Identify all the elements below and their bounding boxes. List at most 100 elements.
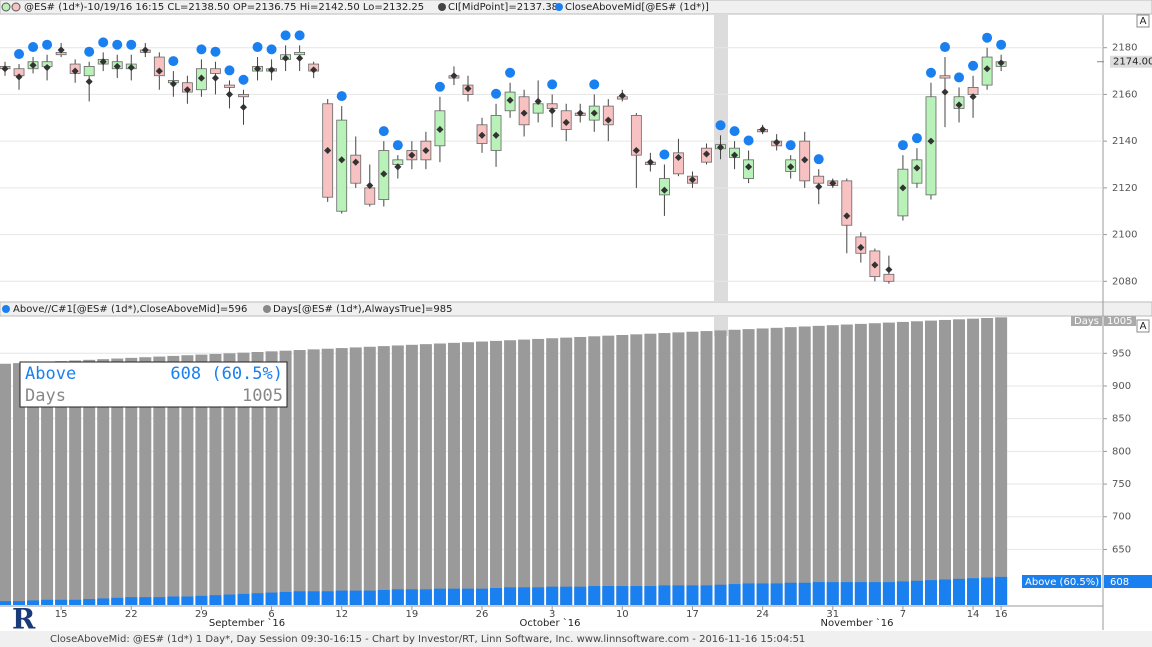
x-tick-label: 17: [686, 609, 699, 620]
close-above-mid: [589, 79, 600, 90]
candle-body: [883, 273, 895, 282]
close-above-mid: [280, 30, 291, 41]
candle-body: [630, 115, 642, 156]
close-above-mid: [813, 154, 824, 165]
bar: [588, 586, 601, 605]
candle-body: [939, 75, 951, 79]
bar: [405, 344, 418, 605]
bar: [490, 340, 503, 605]
scale-button[interactable]: [1136, 319, 1150, 333]
bar: [461, 588, 474, 605]
bar: [321, 348, 334, 605]
bar: [728, 329, 741, 605]
above-value-tag: [1104, 575, 1152, 588]
midpoint: [464, 85, 472, 93]
x-tick-label: 16: [995, 609, 1008, 620]
bar: [868, 582, 881, 605]
bar: [55, 361, 68, 605]
bar: [672, 332, 685, 605]
bar: [195, 354, 208, 605]
scale-button-label[interactable]: A: [1140, 321, 1147, 332]
bar: [153, 356, 166, 605]
bar: [630, 334, 643, 605]
bar: [756, 583, 769, 605]
midpoint: [941, 88, 949, 96]
candle-body: [602, 105, 614, 126]
candle-body: [83, 65, 95, 77]
midpoint: [338, 156, 346, 164]
bar: [714, 584, 727, 605]
midpoint: [674, 153, 682, 162]
scale-button[interactable]: [1136, 14, 1150, 28]
bar: [223, 353, 236, 605]
y-tick-label: 2100: [1112, 230, 1137, 241]
bar: [97, 598, 110, 605]
midpoint: [829, 179, 837, 187]
midpoint: [604, 116, 612, 124]
close-above-mid: [294, 30, 305, 41]
bar: [125, 597, 138, 605]
x-tick-label: 3: [549, 609, 555, 620]
bar: [139, 357, 152, 605]
close-above-mid: [996, 39, 1007, 50]
y-tick-label: 700: [1112, 512, 1131, 523]
bar: [279, 350, 292, 605]
bar: [377, 589, 390, 605]
x-tick-label: 31: [826, 609, 839, 620]
bar: [686, 331, 699, 605]
midpoint: [85, 78, 93, 86]
bar: [0, 601, 11, 605]
bar: [784, 327, 797, 605]
midpoint: [296, 54, 304, 62]
bar: [560, 586, 573, 605]
bar: [279, 591, 292, 605]
bar: [812, 325, 825, 605]
bar: [967, 318, 980, 605]
midpoint: [759, 125, 767, 134]
bar: [939, 579, 952, 605]
days-info: Days[@ES# (1d*),AlwaysTrue]=985: [273, 304, 452, 315]
close-above-mid: [434, 81, 445, 92]
info-box: [19, 361, 288, 408]
footer: CloseAboveMid: @ES# (1d*) 1 Day*, Day Se…: [50, 634, 805, 645]
close-above-mid: [84, 46, 95, 57]
bar: [27, 362, 40, 605]
candle-body: [364, 187, 376, 205]
close-above-mid: [659, 149, 670, 160]
bar: [602, 586, 615, 605]
bar: [995, 576, 1008, 605]
candle-body: [336, 119, 348, 212]
scale-button-label[interactable]: A: [1140, 16, 1147, 27]
midpoint: [436, 125, 444, 134]
bar: [167, 355, 180, 605]
bar: [995, 317, 1008, 605]
midpoint: [576, 109, 584, 117]
y-tick-label: 650: [1112, 544, 1131, 555]
bar: [924, 580, 937, 605]
midpoint: [969, 93, 977, 101]
bar: [728, 584, 741, 605]
bar: [896, 321, 909, 605]
bar: [363, 346, 376, 605]
bar: [826, 582, 839, 605]
midpoint: [366, 181, 374, 190]
midpoint: [127, 64, 135, 72]
bar: [391, 589, 404, 605]
x-tick-label: 29: [195, 609, 208, 620]
bar: [363, 590, 376, 605]
month-label: October `16: [520, 617, 581, 629]
bar: [41, 361, 54, 605]
midpoint: [590, 109, 598, 117]
bar: [69, 360, 82, 605]
bar: [69, 599, 82, 605]
midpoint: [225, 90, 234, 98]
bar: [714, 330, 727, 605]
close-above-mid: [491, 88, 502, 99]
bar: [293, 350, 306, 605]
bar: [209, 595, 222, 605]
icon: [555, 3, 563, 11]
bar: [335, 590, 348, 605]
month-label: September `16: [209, 617, 285, 629]
close-above-mid: [954, 72, 965, 83]
bar: [700, 585, 713, 605]
